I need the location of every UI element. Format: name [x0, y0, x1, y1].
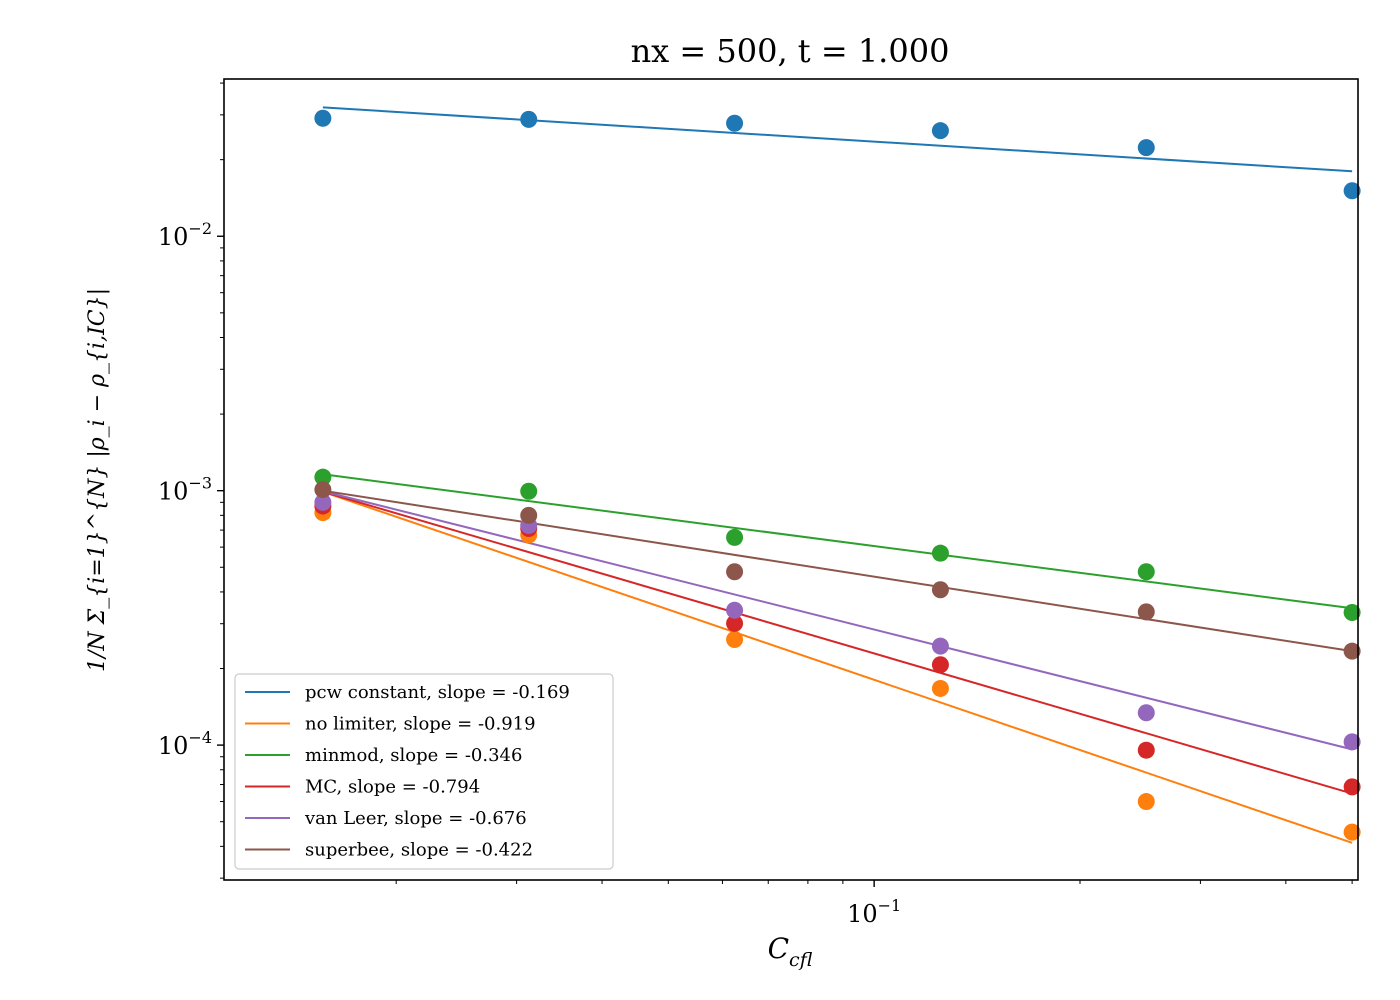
- data-point-1-3: [931, 679, 949, 697]
- data-point-5-4: [1137, 603, 1155, 621]
- data-point-0-1: [520, 110, 538, 128]
- data-point-5-0: [314, 481, 332, 499]
- data-point-0-0: [314, 109, 332, 127]
- chart-title: nx = 500, t = 1.000: [631, 32, 950, 70]
- legend-label-4: van Leer, slope = -0.676: [304, 808, 527, 829]
- axis-ticks: 10−110−210−310−4: [158, 82, 1353, 928]
- data-point-2-0: [314, 468, 332, 486]
- y-tick-label-base: 10: [158, 732, 189, 760]
- x-axis-label: Ccfl: [768, 932, 813, 971]
- y-tick-label-exp: −3: [188, 474, 212, 493]
- data-point-3-3: [931, 656, 949, 674]
- x-axis-label-sub: cfl: [789, 949, 813, 971]
- fit-line-0: [322, 106, 1353, 173]
- legend-label-1: no limiter, slope = -0.919: [305, 714, 536, 735]
- data-point-5-2: [726, 563, 744, 581]
- x-tick-label-exp: −1: [878, 896, 902, 915]
- data-point-4-0: [314, 493, 332, 511]
- plot-frame: [223, 78, 1359, 881]
- data-point-4-4: [1137, 704, 1155, 722]
- data-point-3-4: [1137, 741, 1155, 759]
- fit-line-1: [322, 490, 1353, 844]
- data-point-3-2: [726, 614, 744, 632]
- x-axis-label-base: C: [768, 932, 789, 965]
- data-point-0-3: [931, 122, 949, 140]
- legend-box: [234, 673, 614, 870]
- fit-line-2: [322, 473, 1353, 610]
- data-point-5-3: [931, 581, 949, 599]
- data-point-1-2: [726, 631, 744, 649]
- data-point-4-3: [931, 637, 949, 655]
- data-point-0-2: [726, 114, 744, 132]
- x-tick-label-0: 10−1: [847, 896, 901, 928]
- data-point-1-4: [1137, 793, 1155, 811]
- data-point-3-5: [1343, 778, 1361, 796]
- data-point-0-5: [1343, 182, 1361, 200]
- data-point-0-4: [1137, 139, 1155, 157]
- y-tick-label-1: 10−3: [158, 474, 212, 506]
- data-point-4-5: [1343, 733, 1361, 751]
- fit-line-3: [322, 490, 1353, 795]
- y-tick-label-base: 10: [158, 478, 189, 506]
- y-tick-label-base: 10: [158, 223, 189, 251]
- data-point-5-1: [520, 506, 538, 524]
- data-point-2-1: [520, 482, 538, 500]
- legend: pcw constant, slope = -0.169 no limiter, …: [234, 673, 614, 870]
- data-point-4-2: [726, 601, 744, 619]
- fit-line-5: [322, 489, 1353, 653]
- legend-label-5: superbee, slope = -0.422: [305, 840, 533, 861]
- legend-label-0: pcw constant, slope = -0.169: [305, 682, 570, 703]
- data-point-2-3: [931, 544, 949, 562]
- y-axis-label: 1/N Σ_{i=1}^{N} |ρ_i − ρ_{i,IC}|: [85, 288, 110, 672]
- chart-marks: [314, 106, 1361, 844]
- data-point-1-5: [1343, 823, 1361, 841]
- y-tick-label-2: 10−4: [158, 728, 212, 760]
- legend-label-2: minmod, slope = -0.346: [305, 745, 522, 766]
- data-point-5-5: [1343, 642, 1361, 660]
- data-point-2-5: [1343, 604, 1361, 622]
- data-point-2-4: [1137, 563, 1155, 581]
- x-tick-label-base: 10: [847, 900, 878, 928]
- fit-line-4: [322, 490, 1353, 751]
- y-tick-label-exp: −4: [188, 728, 212, 747]
- legend-label-3: MC, slope = -0.794: [305, 777, 480, 798]
- data-point-2-2: [726, 528, 744, 546]
- y-tick-label-exp: −2: [188, 219, 212, 238]
- y-tick-label-0: 10−2: [158, 219, 212, 251]
